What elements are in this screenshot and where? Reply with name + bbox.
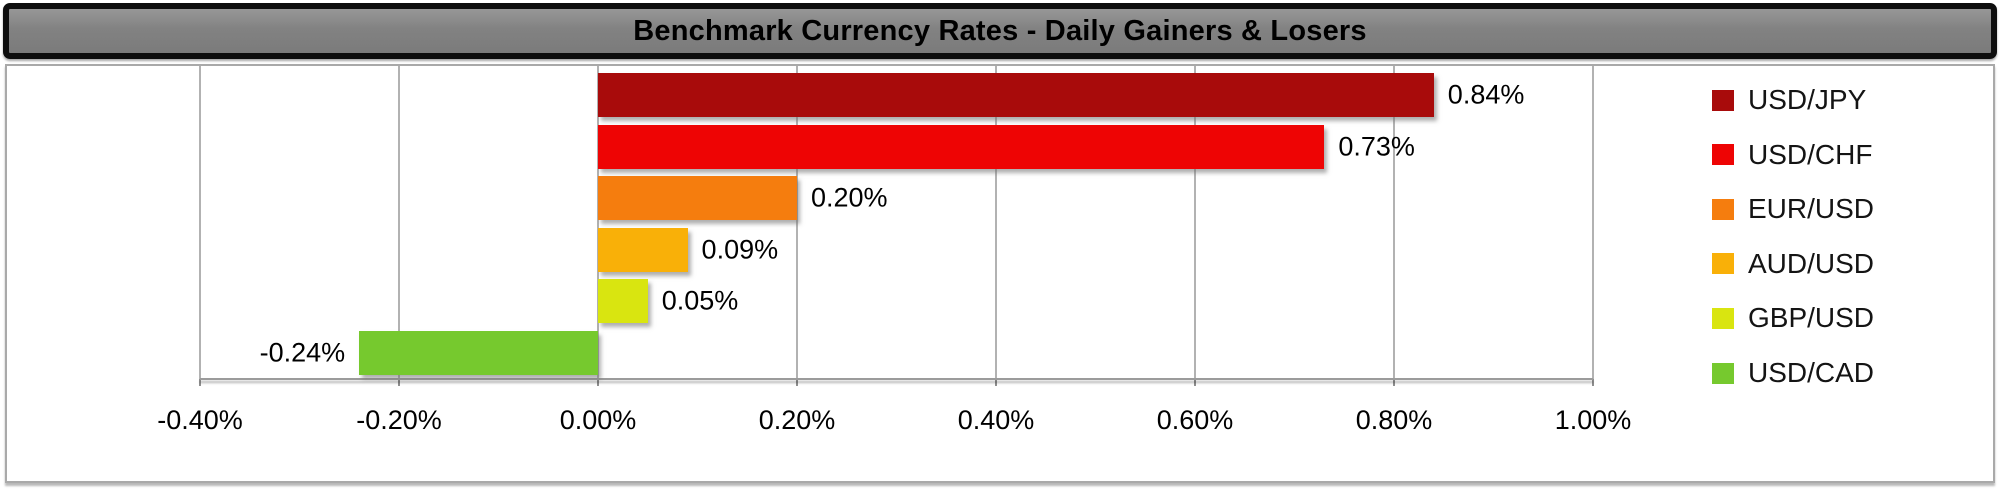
axis-tick <box>1194 379 1196 386</box>
legend-swatch-icon <box>1712 144 1734 166</box>
x-axis-tick-label: 0.60% <box>1156 405 1234 435</box>
data-label: -0.24% <box>259 337 346 368</box>
gridline <box>597 66 599 379</box>
data-label: 0.09% <box>701 234 779 265</box>
data-label: 0.73% <box>1338 131 1415 162</box>
legend-item-aud-usd[interactable]: AUD/USD <box>1712 248 1874 280</box>
gridline <box>199 66 201 379</box>
x-axis-tick-label: -0.40% <box>157 405 243 435</box>
x-axis-tick-label: 0.00% <box>559 405 637 435</box>
legend-swatch-icon <box>1712 307 1734 329</box>
legend-label: GBP/USD <box>1748 302 1875 334</box>
x-axis-tick-label: 0.80% <box>1355 405 1433 435</box>
legend-item-usd-cad[interactable]: USD/CAD <box>1712 357 1874 389</box>
data-label: 0.84% <box>1447 79 1525 110</box>
legend-label: USD/CHF <box>1748 138 1873 170</box>
axis-tick <box>597 379 599 386</box>
legend-swatch-icon <box>1712 89 1734 111</box>
axis-tick <box>398 379 400 386</box>
x-axis-tick-label: 1.00% <box>1554 405 1632 435</box>
legend-item-eur-usd[interactable]: EUR/USD <box>1712 193 1874 225</box>
axis-tick <box>796 379 798 386</box>
bar-aud-usd[interactable] <box>598 227 688 272</box>
data-label: 0.20% <box>811 182 888 213</box>
gridline <box>1194 66 1196 379</box>
bar-eur-usd[interactable] <box>598 176 797 221</box>
axis-tick <box>1592 379 1594 386</box>
gridline <box>1393 66 1395 379</box>
x-axis-tick-label: 0.20% <box>758 405 836 435</box>
gridline <box>398 66 400 379</box>
axis-tick <box>995 379 997 386</box>
legend-item-gbp-usd[interactable]: GBP/USD <box>1712 302 1874 334</box>
bar-usd-cad[interactable] <box>359 331 598 375</box>
axis-tick <box>199 379 201 386</box>
gridline <box>995 66 997 379</box>
legend-item-usd-chf[interactable]: USD/CHF <box>1712 139 1872 171</box>
axis-tick <box>1393 379 1395 386</box>
x-axis-line <box>200 378 1593 380</box>
gridline <box>1592 66 1594 379</box>
data-label: 0.05% <box>661 285 739 316</box>
bar-usd-chf[interactable] <box>598 124 1325 169</box>
legend-label: EUR/USD <box>1748 193 1875 225</box>
legend-label: AUD/USD <box>1748 247 1875 279</box>
legend-label: USD/CAD <box>1748 357 1875 388</box>
x-axis-tick-label: -0.20% <box>356 405 442 435</box>
x-axis-tick-label: 0.40% <box>957 405 1035 435</box>
legend-label: USD/JPY <box>1748 84 1867 115</box>
bar-gbp-usd[interactable] <box>598 279 648 324</box>
gridline <box>796 66 798 379</box>
chart-title-bar[interactable]: Benchmark Currency Rates - Daily Gainers… <box>3 3 1997 59</box>
legend-item-usd-jpy[interactable]: USD/JPY <box>1712 84 1866 116</box>
legend-swatch-icon <box>1712 198 1734 220</box>
legend-swatch-icon <box>1712 362 1734 384</box>
chart-title: Benchmark Currency Rates - Daily Gainers… <box>633 14 1367 47</box>
bar-usd-jpy[interactable] <box>598 73 1434 117</box>
legend-swatch-icon <box>1712 253 1734 275</box>
